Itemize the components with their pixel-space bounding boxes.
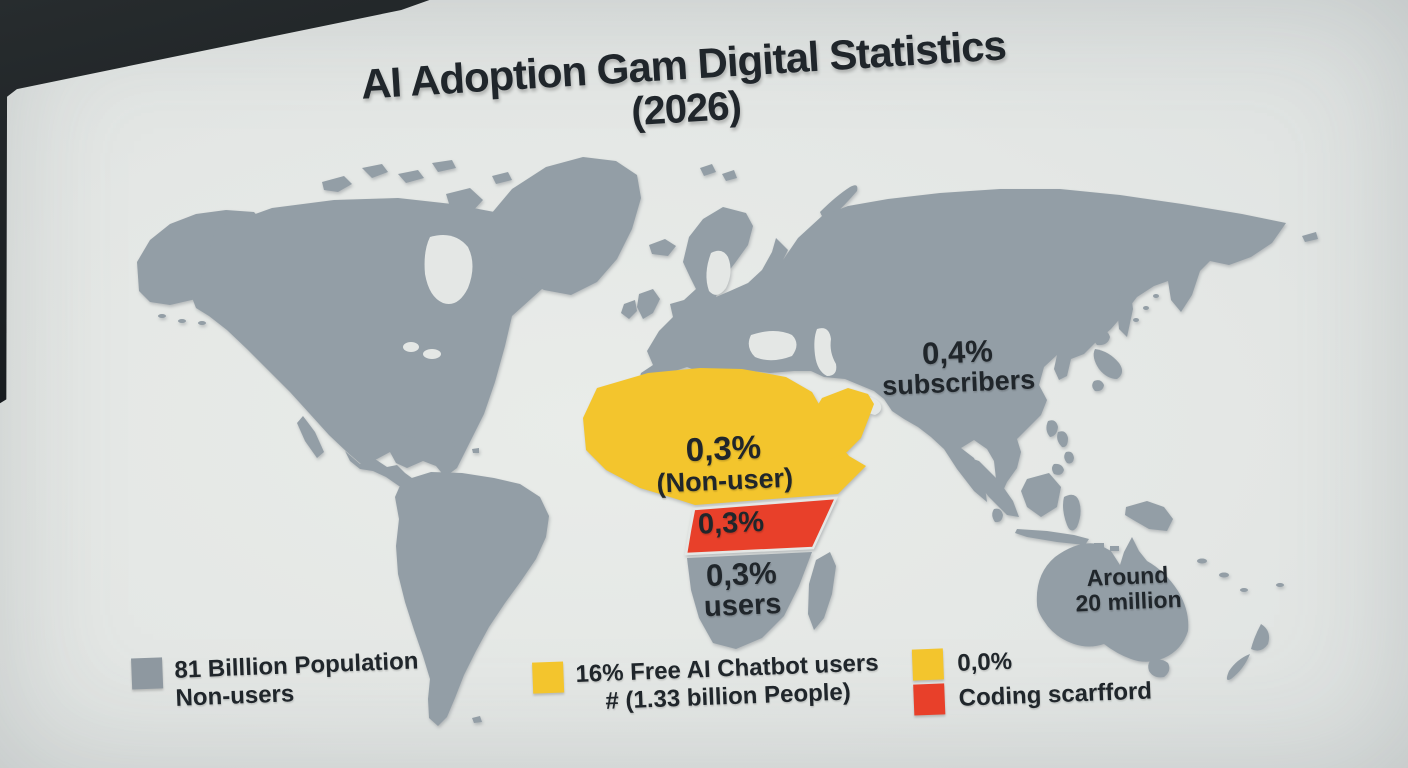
- arctic-island-5: [492, 172, 512, 184]
- arctic-island-baffin: [446, 188, 483, 214]
- landmass-south-america: [395, 472, 549, 726]
- north-africa-caption: (Non-user): [655, 462, 794, 499]
- sea-hudson-bay: [424, 234, 473, 304]
- island-sumatra: [963, 457, 1019, 517]
- label-asia: 0,4% subscribers: [880, 332, 1036, 401]
- landmass-central-america: [345, 451, 416, 490]
- island-sulawesi: [1063, 494, 1081, 531]
- arctic-island-ne: [1302, 232, 1318, 242]
- island-madagascar: [808, 552, 836, 630]
- island-ireland: [621, 300, 637, 319]
- region-central-africa: [684, 496, 839, 556]
- island-caribbean-speck: [472, 448, 479, 453]
- island-svalbard-1: [700, 164, 716, 176]
- label-central-africa: 0,3%: [697, 505, 765, 541]
- island-svalbard-2: [722, 170, 737, 181]
- southern-africa-value: 0,3%: [705, 555, 778, 594]
- island-kyushu: [1092, 380, 1104, 392]
- island-britain: [637, 289, 660, 319]
- region-arabia: [796, 388, 874, 464]
- legend-coding-label: Coding scarfford: [958, 677, 1153, 712]
- island-sri-lanka: [992, 508, 1003, 523]
- region-north-africa: [583, 368, 866, 505]
- island-aleutian-3: [198, 321, 206, 325]
- island-novaya-zemlya: [820, 185, 858, 219]
- legend-population-text: 81 Billlion Population Non-users: [174, 648, 420, 714]
- central-africa-value: 0,3%: [697, 505, 765, 541]
- landmass-eurasia: [637, 189, 1286, 502]
- arctic-island-4: [432, 160, 456, 172]
- island-kuril-2: [1143, 306, 1149, 310]
- legend-dual: 0,0% Coding scarfford: [911, 640, 1153, 716]
- legend-subscribers-label: 0,0%: [956, 647, 1013, 677]
- yellow-swatch: [532, 661, 565, 694]
- landmass-australia: [1036, 537, 1189, 662]
- island-hokkaido: [1093, 329, 1110, 346]
- island-sakhalin: [1117, 287, 1133, 337]
- island-aleutian-2: [178, 319, 186, 323]
- arctic-island-2: [362, 164, 388, 178]
- island-falkland: [472, 716, 482, 723]
- island-new-guinea: [1125, 501, 1173, 531]
- island-cuba: [397, 426, 446, 438]
- island-philippines-1: [1057, 431, 1068, 448]
- landmass-greenland: [484, 157, 641, 295]
- sea-black: [748, 331, 797, 361]
- legend-chatbot-text: 16% Free AI Chatbot users # (1.33 billio…: [575, 649, 880, 717]
- label-north-africa: 0,3% (Non-user): [654, 428, 794, 499]
- highlight-yellow: [583, 368, 874, 505]
- red-swatch: [913, 683, 946, 716]
- island-nz-south: [1226, 654, 1250, 680]
- island-pacific-speck-4: [1276, 583, 1284, 587]
- island-nz-north: [1251, 624, 1270, 651]
- sea-caspian: [814, 328, 837, 376]
- landmass-baja: [297, 416, 324, 458]
- landmass-southern-africa: [687, 552, 812, 649]
- island-pacific-speck-1: [1197, 558, 1207, 564]
- label-australia: Around 20 million: [1074, 561, 1183, 617]
- yellow-swatch-2: [911, 648, 944, 681]
- gray-swatch: [131, 657, 164, 690]
- island-pacific-speck-3: [1240, 588, 1248, 592]
- island-java: [1015, 529, 1089, 545]
- lake-great-lakes-1: [403, 342, 419, 352]
- label-southern-africa: 0,3% users: [702, 555, 783, 624]
- highlight-red: [684, 496, 839, 556]
- island-honshu: [1093, 349, 1123, 379]
- lake-great-lakes-2: [423, 349, 441, 359]
- arctic-island-1: [322, 176, 352, 192]
- island-borneo: [1021, 473, 1061, 517]
- island-pacific-speck-2: [1219, 572, 1229, 578]
- island-iceland: [649, 239, 676, 256]
- island-tasmania: [1148, 659, 1170, 678]
- legend-population: 81 Billlion Population Non-users: [131, 648, 420, 716]
- island-sunda-2: [1110, 546, 1119, 551]
- southern-africa-caption: users: [703, 588, 783, 624]
- island-taiwan: [1046, 420, 1058, 437]
- island-kuril-1: [1133, 318, 1139, 322]
- island-philippines-2: [1064, 451, 1074, 464]
- island-philippines-3: [1052, 463, 1064, 475]
- island-aleutian-1: [158, 314, 166, 318]
- island-kuril-3: [1153, 294, 1159, 298]
- arctic-island-3: [398, 170, 424, 183]
- australia-line2: 20 million: [1074, 585, 1183, 617]
- island-hispaniola: [452, 440, 466, 448]
- sea-baltic: [706, 250, 731, 295]
